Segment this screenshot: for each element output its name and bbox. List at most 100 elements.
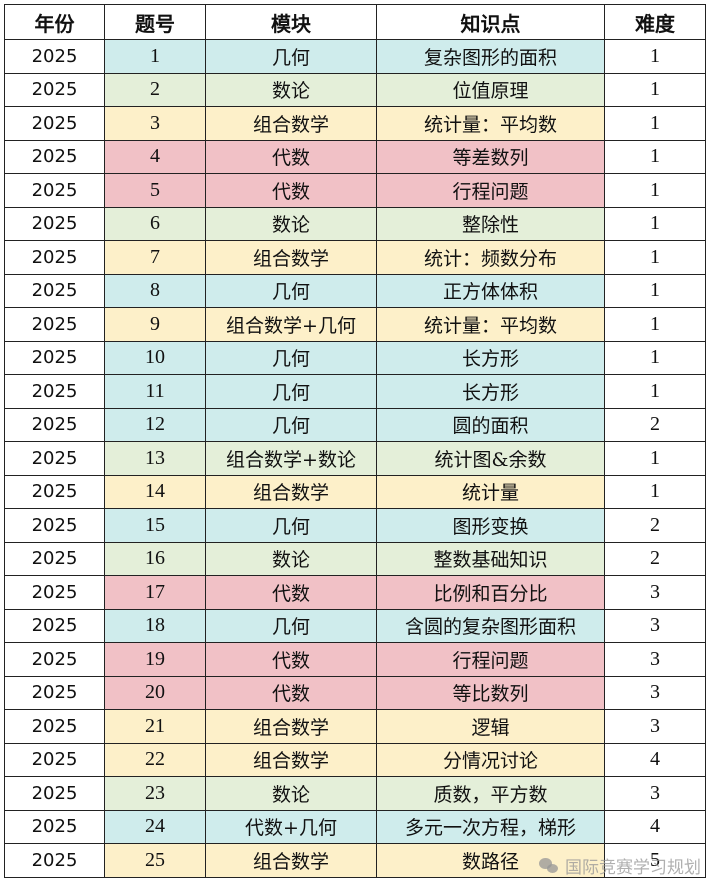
cell-knowledge-point: 数路径 [376, 843, 605, 878]
cell-module: 数论 [205, 206, 377, 241]
cell-module: 组合数学 [205, 474, 377, 509]
cell-year: 2025 [4, 441, 105, 476]
cell-difficulty: 1 [604, 273, 706, 308]
cell-knowledge-point: 整数基础知识 [376, 541, 605, 576]
cell-question-number: 5 [104, 173, 206, 208]
cell-question-number: 13 [104, 441, 206, 476]
cell-difficulty: 2 [604, 508, 706, 543]
cell-question-number: 3 [104, 106, 206, 141]
header-year: 年份 [4, 4, 105, 40]
table-row: 2025 11 几何 长方形 1 [4, 374, 706, 409]
cell-module: 组合数学+几何 [205, 307, 377, 342]
cell-knowledge-point: 分情况讨论 [376, 742, 605, 777]
cell-difficulty: 5 [604, 843, 706, 878]
table-row: 2025 20 代数 等比数列 3 [4, 675, 706, 710]
cell-module: 数论 [205, 72, 377, 107]
cell-year: 2025 [4, 139, 105, 174]
header-knowledge-point: 知识点 [376, 4, 605, 40]
table-body: 2025 1 几何 复杂图形的面积 1 2025 2 数论 位值原理 1 2025 3 组合数学 统计… [4, 39, 706, 878]
cell-module: 几何 [205, 374, 377, 409]
cell-module: 几何 [205, 407, 377, 442]
cell-knowledge-point: 正方体体积 [376, 273, 605, 308]
cell-question-number: 22 [104, 742, 206, 777]
cell-knowledge-point: 统计量：平均数 [376, 307, 605, 342]
cell-year: 2025 [4, 407, 105, 442]
cell-question-number: 11 [104, 374, 206, 409]
cell-difficulty: 1 [604, 206, 706, 241]
cell-year: 2025 [4, 642, 105, 677]
cell-knowledge-point: 整除性 [376, 206, 605, 241]
header-module: 模块 [205, 4, 377, 40]
cell-knowledge-point: 等差数列 [376, 139, 605, 174]
cell-difficulty: 4 [604, 809, 706, 844]
competition-topics-table: 年份 题号 模块 知识点 难度 2025 1 几何 复杂图形的面积 1 2025 2 数论位… [4, 4, 706, 878]
cell-module: 组合数学 [205, 742, 377, 777]
cell-module: 几何 [205, 273, 377, 308]
cell-difficulty: 1 [604, 139, 706, 174]
cell-year: 2025 [4, 273, 105, 308]
cell-difficulty: 4 [604, 742, 706, 777]
cell-module: 代数 [205, 139, 377, 174]
cell-module: 代数+几何 [205, 809, 377, 844]
cell-question-number: 10 [104, 340, 206, 375]
table-row: 2025 22 组合数学 分情况讨论 4 [4, 742, 706, 777]
table-row: 2025 2 数论 位值原理 1 [4, 72, 706, 107]
table-row: 2025 3 组合数学 统计量：平均数 1 [4, 106, 706, 141]
cell-difficulty: 3 [604, 776, 706, 811]
cell-module: 几何 [205, 340, 377, 375]
cell-module: 代数 [205, 575, 377, 610]
cell-difficulty: 1 [604, 173, 706, 208]
cell-difficulty: 2 [604, 407, 706, 442]
cell-difficulty: 1 [604, 441, 706, 476]
cell-year: 2025 [4, 843, 105, 878]
cell-year: 2025 [4, 340, 105, 375]
cell-difficulty: 3 [604, 675, 706, 710]
cell-knowledge-point: 行程问题 [376, 642, 605, 677]
cell-knowledge-point: 统计量：平均数 [376, 106, 605, 141]
table-row: 2025 25 组合数学 数路径 5 [4, 843, 706, 878]
table-row: 2025 23 数论 质数，平方数 3 [4, 776, 706, 811]
cell-knowledge-point: 比例和百分比 [376, 575, 605, 610]
cell-module: 几何 [205, 39, 377, 74]
table-row: 2025 21 组合数学 逻辑 3 [4, 709, 706, 744]
cell-question-number: 25 [104, 843, 206, 878]
table-row: 2025 10 几何 长方形 1 [4, 340, 706, 375]
table-row: 2025 19 代数 行程问题 3 [4, 642, 706, 677]
cell-question-number: 24 [104, 809, 206, 844]
cell-question-number: 23 [104, 776, 206, 811]
cell-difficulty: 3 [604, 575, 706, 610]
cell-module: 代数 [205, 642, 377, 677]
cell-year: 2025 [4, 608, 105, 643]
cell-module: 组合数学+数论 [205, 441, 377, 476]
cell-module: 组合数学 [205, 843, 377, 878]
cell-year: 2025 [4, 374, 105, 409]
cell-knowledge-point: 长方形 [376, 340, 605, 375]
cell-year: 2025 [4, 776, 105, 811]
table-row: 2025 13 组合数学+数论 统计图&余数 1 [4, 441, 706, 476]
cell-question-number: 21 [104, 709, 206, 744]
cell-question-number: 18 [104, 608, 206, 643]
cell-module: 代数 [205, 675, 377, 710]
table-row: 2025 4 代数 等差数列 1 [4, 139, 706, 174]
header-question-number: 题号 [104, 4, 206, 40]
cell-module: 几何 [205, 608, 377, 643]
cell-question-number: 9 [104, 307, 206, 342]
cell-difficulty: 3 [604, 709, 706, 744]
cell-question-number: 12 [104, 407, 206, 442]
cell-question-number: 16 [104, 541, 206, 576]
cell-knowledge-point: 统计：频数分布 [376, 240, 605, 275]
cell-year: 2025 [4, 575, 105, 610]
cell-knowledge-point: 等比数列 [376, 675, 605, 710]
cell-knowledge-point: 逻辑 [376, 709, 605, 744]
cell-year: 2025 [4, 206, 105, 241]
cell-question-number: 14 [104, 474, 206, 509]
cell-year: 2025 [4, 240, 105, 275]
cell-year: 2025 [4, 39, 105, 74]
table-row: 2025 5 代数 行程问题 1 [4, 173, 706, 208]
cell-year: 2025 [4, 173, 105, 208]
table-row: 2025 8 几何 正方体体积 1 [4, 273, 706, 308]
cell-question-number: 4 [104, 139, 206, 174]
table-row: 2025 12 几何 圆的面积 2 [4, 407, 706, 442]
cell-difficulty: 1 [604, 474, 706, 509]
cell-year: 2025 [4, 709, 105, 744]
